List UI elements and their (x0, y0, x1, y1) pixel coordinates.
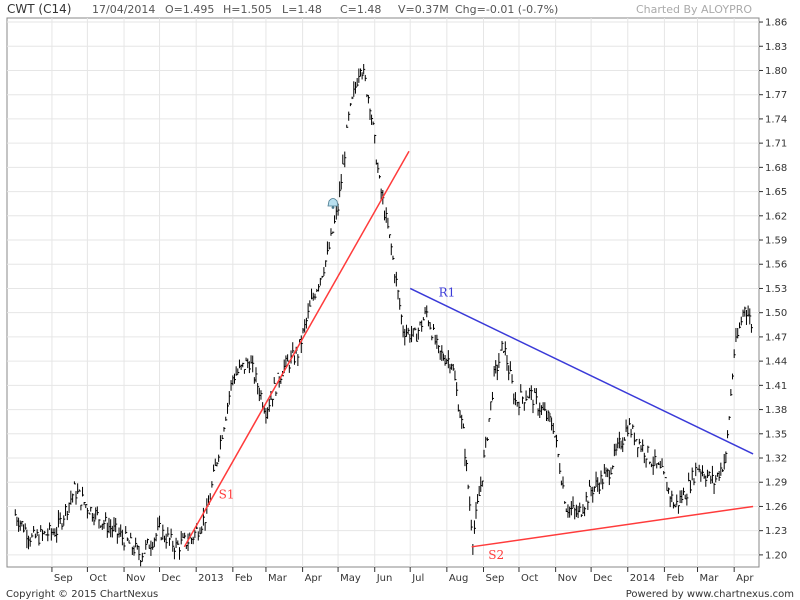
alert-bell-icon (327, 198, 339, 209)
chart-title: CWT (C14) (7, 2, 71, 16)
x-tick-label: Sep (486, 573, 505, 584)
trendline-s1 (183, 150, 410, 548)
trendline-r1 (409, 287, 754, 455)
y-tick-label: 1.29 (765, 478, 787, 489)
y-tick-label: 1.35 (765, 429, 787, 440)
y-tick-label: 1.23 (765, 526, 787, 537)
y-tick-label: 1.74 (765, 114, 787, 125)
plot-area (6, 17, 760, 568)
header-open: O=1.495 (165, 3, 214, 16)
x-tick-label: 2014 (630, 573, 655, 584)
trendline-label-s2: S2 (488, 548, 504, 562)
x-tick-label: Apr (305, 573, 323, 584)
x-tick-label: Sep (54, 573, 73, 584)
x-tick-label: Nov (126, 573, 146, 584)
trendline-label-r1: R1 (439, 286, 456, 300)
grid-lines (7, 18, 759, 567)
y-tick-label: 1.20 (765, 550, 787, 561)
x-tick-label: 2013 (198, 573, 223, 584)
x-tick-label: Apr (736, 573, 754, 584)
copyright-label: Copyright © 2015 ChartNexus (6, 589, 158, 600)
y-tick-label: 1.65 (765, 187, 787, 198)
x-tick-label: May (340, 573, 361, 584)
y-tick-label: 1.71 (765, 139, 787, 150)
y-tick-label: 1.59 (765, 236, 787, 247)
y-tick-label: 1.68 (765, 163, 787, 174)
y-tick-label: 1.44 (765, 357, 787, 368)
y-tick-label: 1.80 (765, 66, 787, 77)
trendlines (183, 150, 754, 548)
trendline-labels: S1 R1 S2 (219, 286, 504, 562)
x-tick-label: Jul (411, 573, 424, 584)
x-tick-label: Feb (666, 573, 684, 584)
y-tick-label: 1.26 (765, 502, 787, 513)
x-tick-label: Mar (700, 573, 720, 584)
y-tick-label: 1.32 (765, 454, 787, 465)
x-tick-label: Mar (268, 573, 288, 584)
y-tick-label: 1.47 (765, 332, 787, 343)
y-tick-label: 1.38 (765, 405, 787, 416)
x-tick-label: Oct (521, 573, 538, 584)
header-high: H=1.505 (223, 3, 272, 16)
header-close: C=1.48 (340, 3, 381, 16)
x-tick-label: Dec (593, 573, 612, 584)
y-axis: 1.20 1.23 1.26 1.29 1.32 1.35 1.38 1.41 1.44 1.47… (759, 18, 787, 561)
x-tick-label: Aug (449, 573, 469, 584)
header-volume: V=0.37M (398, 3, 449, 16)
x-tick-label: Feb (235, 573, 253, 584)
header-low: L=1.48 (282, 3, 322, 16)
header-date: 17/04/2014 (92, 3, 155, 16)
powered-by-label: Powered by www.chartnexus.com (626, 589, 794, 600)
y-tick-label: 1.86 (765, 18, 787, 29)
y-tick-label: 1.62 (765, 211, 787, 222)
x-tick-label: Dec (162, 573, 181, 584)
y-tick-label: 1.50 (765, 308, 787, 319)
x-axis: Sep Oct Nov Dec 2013 Feb Mar Apr May Jun Jul Aug Sep… (51, 567, 754, 584)
trendline-s2 (471, 505, 754, 548)
charted-by-label: Charted By ALOYPRO (636, 3, 752, 16)
y-tick-label: 1.41 (765, 381, 787, 392)
x-tick-label: Nov (558, 573, 578, 584)
y-tick-label: 1.77 (765, 90, 787, 101)
y-tick-label: 1.53 (765, 284, 787, 295)
trendline-label-s1: S1 (219, 487, 235, 501)
header-change: Chg=-0.01 (-0.7%) (455, 3, 558, 16)
y-tick-label: 1.83 (765, 42, 787, 53)
x-tick-label: Oct (89, 573, 106, 584)
x-tick-label: Jun (376, 573, 393, 584)
y-tick-label: 1.56 (765, 260, 787, 271)
